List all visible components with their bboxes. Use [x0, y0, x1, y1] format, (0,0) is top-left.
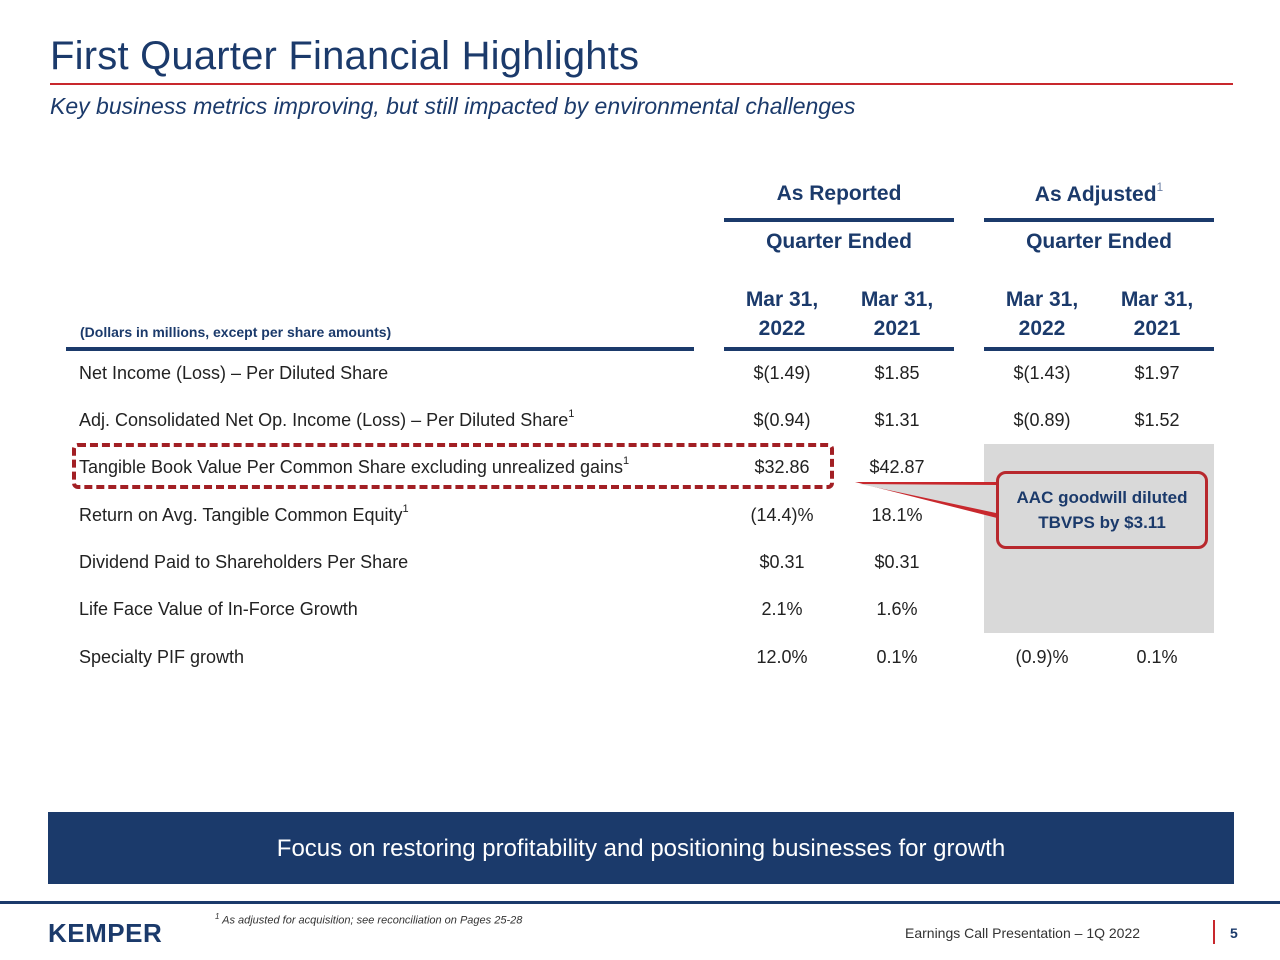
table-cell: 0.1%	[876, 647, 918, 667]
table-cell: (14.4)%	[750, 505, 814, 525]
table-cell: $(0.89)	[1013, 410, 1071, 430]
row-label-text: Net Income (Loss) – Per Diluted Share	[79, 363, 389, 383]
table-cell: $0.31	[874, 552, 920, 572]
table-cell: 0.1%	[1136, 647, 1178, 667]
row-label-text: Life Face Value of In-Force Growth	[79, 599, 358, 619]
column-header-line2: 2022	[1018, 317, 1066, 340]
group-header-adjusted: As Adjusted1	[984, 180, 1214, 207]
row-label-text: Dividend Paid to Shareholders Per Share	[79, 552, 409, 572]
column-header-reported-2021: Mar 31, 2021	[842, 285, 952, 343]
column-header-line1: Mar 31,	[1120, 288, 1194, 311]
column-header-line2: 2022	[758, 317, 806, 340]
period-header-reported: Quarter Ended	[766, 230, 912, 253]
period-header-adjusted: Quarter Ended	[1026, 230, 1172, 253]
table-cell: $42.87	[869, 457, 925, 477]
column-header-adjusted-2021: Mar 31, 2021	[1102, 285, 1212, 343]
presentation-name: Earnings Call Presentation – 1Q 2022	[905, 925, 1141, 941]
takeaway-banner: Focus on restoring profitability and pos…	[48, 812, 1234, 884]
company-logo: KEMPER	[48, 918, 163, 948]
row-label: Specialty PIF growth	[79, 647, 244, 668]
footnote-marker: 1	[623, 455, 630, 467]
row-label-text: Specialty PIF growth	[79, 647, 245, 667]
footnote-text: As adjusted for acquisition; see reconci…	[222, 914, 523, 927]
page-number: 5	[1230, 925, 1238, 941]
footnote-marker: 1	[215, 912, 220, 921]
footnote: 1 As adjusted for acquisition; see recon…	[215, 912, 522, 927]
table-cell: $1.85	[874, 363, 920, 383]
row-label: Life Face Value of In-Force Growth	[79, 599, 358, 620]
row-label-text: Tangible Book Value Per Common Share exc…	[79, 457, 623, 477]
table-cell: 18.1%	[871, 505, 923, 525]
footnote-marker: 1	[1156, 180, 1164, 194]
row-label: Adj. Consolidated Net Op. Income (Loss) …	[79, 408, 575, 431]
table-cell: $1.97	[1134, 363, 1180, 383]
column-header-line1: Mar 31,	[1005, 288, 1079, 311]
table-cell: $(1.43)	[1013, 363, 1071, 383]
row-label: Dividend Paid to Shareholders Per Share	[79, 552, 408, 573]
header-rule-adjusted	[984, 347, 1214, 351]
column-header-line2: 2021	[873, 317, 921, 340]
table-cell: 1.6%	[876, 599, 918, 619]
page-subtitle: Key business metrics improving, but stil…	[50, 93, 856, 119]
column-header-adjusted-2022: Mar 31, 2022	[987, 285, 1097, 343]
table-cell: $32.86	[754, 457, 810, 477]
group-header-reported-label: As Reported	[776, 182, 902, 205]
table-cell: $1.52	[1134, 410, 1180, 430]
row-label-text: Return on Avg. Tangible Common Equity	[79, 505, 403, 525]
callout-box: AAC goodwill diluted TBVPS by $3.11	[996, 471, 1208, 549]
table-cell: 2.1%	[761, 599, 803, 619]
column-header-line2: 2021	[1133, 317, 1181, 340]
footnote-marker: 1	[402, 503, 409, 515]
row-label: Return on Avg. Tangible Common Equity1	[79, 503, 409, 526]
footer-accent-bar	[1213, 920, 1215, 944]
table-cell: 12.0%	[756, 647, 808, 667]
table-cell: (0.9)%	[1015, 647, 1069, 667]
title-divider	[50, 83, 1233, 85]
callout-line1: AAC goodwill diluted	[1016, 488, 1188, 507]
row-label: Tangible Book Value Per Common Share exc…	[79, 455, 630, 478]
callout-line2: TBVPS by $3.11	[1038, 513, 1166, 532]
footnote-marker: 1	[568, 408, 575, 420]
group-header-reported: As Reported	[724, 182, 954, 206]
column-header-reported-2022: Mar 31, 2022	[727, 285, 837, 343]
group-header-adjusted-label: As Adjusted	[1034, 183, 1157, 206]
column-header-line1: Mar 31,	[860, 288, 934, 311]
column-header-line1: Mar 31,	[745, 288, 819, 311]
footer-divider	[0, 901, 1280, 904]
header-rule-label	[66, 347, 694, 351]
row-label-text: Adj. Consolidated Net Op. Income (Loss) …	[79, 410, 569, 430]
header-rule-reported	[724, 347, 954, 351]
group-rule-reported	[724, 218, 954, 222]
units-note: (Dollars in millions, except per share a…	[80, 324, 392, 340]
table-cell: $1.31	[874, 410, 920, 430]
row-label: Net Income (Loss) – Per Diluted Share	[79, 363, 388, 384]
page-title: First Quarter Financial Highlights	[50, 34, 640, 78]
tbvps-highlight-box	[72, 443, 834, 489]
group-rule-adjusted	[984, 218, 1214, 222]
table-cell: $0.31	[759, 552, 805, 572]
table-cell: $(1.49)	[753, 363, 811, 383]
table-cell: $(0.94)	[753, 410, 811, 430]
